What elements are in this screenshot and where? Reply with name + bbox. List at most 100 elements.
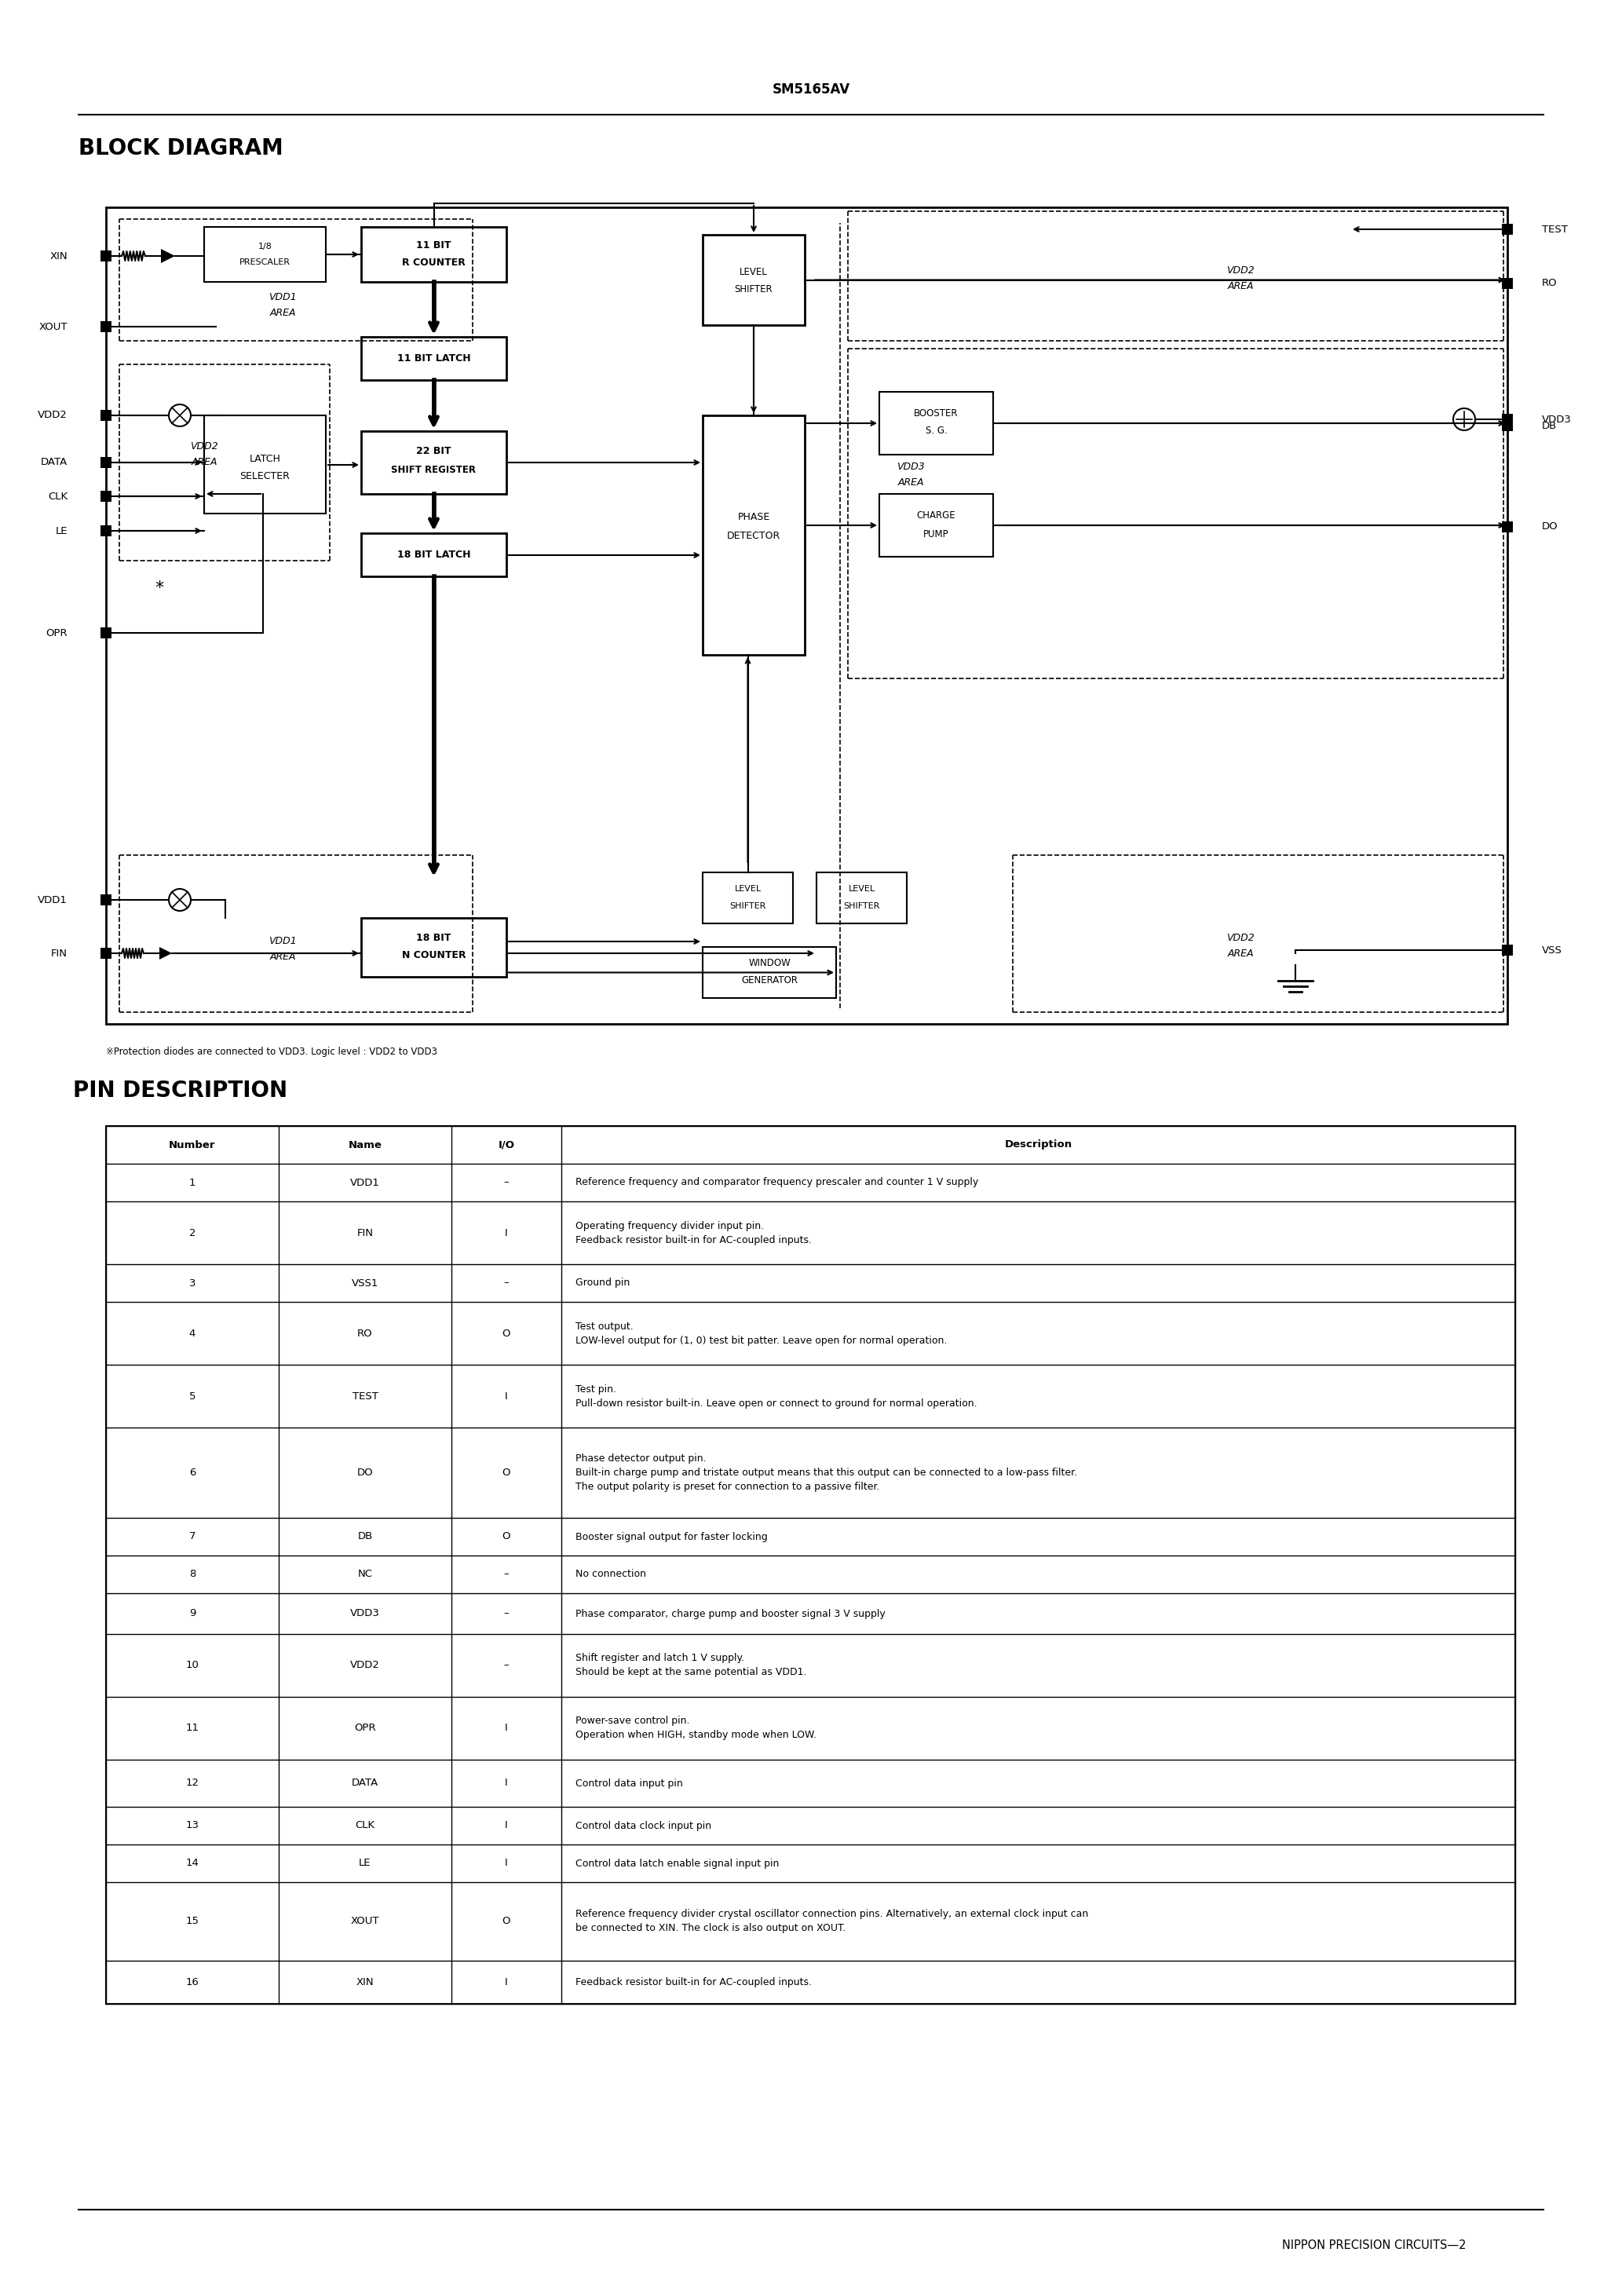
Text: –: – [504, 1568, 509, 1580]
Text: XIN: XIN [50, 250, 68, 262]
Text: SHIFT REGISTER: SHIFT REGISTER [391, 466, 477, 475]
Bar [1502, 413, 1513, 425]
Text: SHIFTER: SHIFTER [735, 285, 772, 294]
Text: SELECTER: SELECTER [240, 471, 290, 480]
Text: DO: DO [357, 1467, 373, 1479]
Text: FIN: FIN [357, 1228, 373, 1238]
Text: LEVEL: LEVEL [848, 884, 874, 893]
Text: XOUT: XOUT [350, 1917, 380, 1926]
Text: CLK: CLK [47, 491, 68, 501]
Text: AREA: AREA [269, 308, 295, 319]
Text: SHIFTER: SHIFTER [843, 902, 879, 909]
Text: 13: 13 [185, 1821, 200, 1830]
Text: VDD2: VDD2 [1226, 264, 1254, 276]
Text: VDD1: VDD1 [269, 292, 297, 303]
Text: Operation when HIGH, standby mode when LOW.: Operation when HIGH, standby mode when L… [576, 1731, 816, 1740]
Text: TEST: TEST [1543, 225, 1568, 234]
Text: GENERATOR: GENERATOR [741, 976, 798, 985]
Text: DETECTOR: DETECTOR [727, 530, 780, 540]
Text: Test pin.: Test pin. [576, 1384, 616, 1394]
Bar [1502, 223, 1513, 234]
Bar [879, 494, 993, 556]
Text: Phase detector output pin.: Phase detector output pin. [576, 1453, 706, 1463]
Text: I/O: I/O [498, 1139, 514, 1150]
Text: 10: 10 [187, 1660, 200, 1671]
Text: AREA: AREA [897, 478, 925, 487]
Text: O: O [503, 1917, 511, 1926]
Text: I: I [504, 1724, 508, 1733]
Text: Reference frequency divider crystal oscillator connection pins. Alternatively, a: Reference frequency divider crystal osci… [576, 1910, 1088, 1919]
Text: PIN DESCRIPTION: PIN DESCRIPTION [73, 1079, 287, 1102]
Text: FIN: FIN [50, 948, 68, 957]
Text: 18 BIT: 18 BIT [417, 932, 451, 944]
Bar [1502, 944, 1513, 955]
Text: VDD1: VDD1 [269, 937, 297, 946]
Text: 8: 8 [190, 1568, 196, 1580]
Text: The output polarity is preset for connection to a passive filter.: The output polarity is preset for connec… [576, 1481, 879, 1492]
Text: VDD2: VDD2 [1226, 932, 1254, 944]
Text: I: I [504, 1821, 508, 1830]
Text: AREA: AREA [191, 457, 217, 468]
Text: CLK: CLK [355, 1821, 375, 1830]
Text: Control data input pin: Control data input pin [576, 1777, 683, 1789]
Text: Built-in charge pump and tristate output means that this output can be connected: Built-in charge pump and tristate output… [576, 1467, 1077, 1479]
Text: DB: DB [1543, 420, 1557, 432]
Text: VDD2: VDD2 [37, 411, 68, 420]
Text: 11 BIT: 11 BIT [417, 239, 451, 250]
Text: AREA: AREA [1228, 948, 1254, 957]
Text: O: O [503, 1467, 511, 1479]
Text: Feedback resistor built-in for AC-coupled inputs.: Feedback resistor built-in for AC-couple… [576, 1235, 811, 1244]
Text: –: – [504, 1660, 509, 1671]
Text: XIN: XIN [357, 1977, 375, 1988]
Text: BLOCK DIAGRAM: BLOCK DIAGRAM [78, 138, 282, 158]
Bar [105, 207, 1507, 1024]
Bar [362, 533, 506, 576]
Text: OPR: OPR [354, 1724, 376, 1733]
Bar [101, 411, 112, 420]
Text: 1/8: 1/8 [258, 243, 272, 250]
Bar [101, 895, 112, 905]
Bar [816, 872, 907, 923]
Bar [702, 416, 805, 654]
Text: No connection: No connection [576, 1568, 646, 1580]
Polygon shape [159, 946, 172, 960]
Text: DB: DB [357, 1531, 373, 1543]
Text: DO: DO [1543, 521, 1559, 533]
Text: –: – [504, 1609, 509, 1619]
Text: VDD2: VDD2 [350, 1660, 380, 1671]
Text: AREA: AREA [269, 953, 295, 962]
Text: RO: RO [1543, 278, 1557, 289]
Text: I: I [504, 1228, 508, 1238]
Bar [1502, 521, 1513, 533]
Text: I: I [504, 1391, 508, 1401]
Bar [101, 526, 112, 537]
Text: –: – [504, 1178, 509, 1187]
Text: N COUNTER: N COUNTER [402, 951, 466, 960]
Text: 9: 9 [190, 1609, 196, 1619]
Text: SM5165AV: SM5165AV [772, 83, 850, 96]
Text: Ground pin: Ground pin [576, 1279, 629, 1288]
Bar [101, 457, 112, 468]
Text: Control data clock input pin: Control data clock input pin [576, 1821, 712, 1830]
Text: PRESCALER: PRESCALER [240, 259, 290, 266]
Bar [101, 321, 112, 333]
Text: AREA: AREA [1228, 280, 1254, 292]
Text: 7: 7 [190, 1531, 196, 1543]
Text: DATA: DATA [352, 1777, 378, 1789]
Text: Reference frequency and comparator frequency prescaler and counter 1 V supply: Reference frequency and comparator frequ… [576, 1178, 978, 1187]
Text: O: O [503, 1327, 511, 1339]
Text: 22 BIT: 22 BIT [417, 445, 451, 457]
Text: 3: 3 [190, 1279, 196, 1288]
Text: Number: Number [169, 1139, 216, 1150]
Text: 16: 16 [187, 1977, 200, 1988]
Text: I: I [504, 1977, 508, 1988]
Bar [362, 227, 506, 282]
Bar [1502, 420, 1513, 432]
Bar [1502, 278, 1513, 289]
Text: –: – [504, 1279, 509, 1288]
Text: 1: 1 [190, 1178, 196, 1187]
Text: 5: 5 [190, 1391, 196, 1401]
Text: VDD2: VDD2 [190, 441, 217, 452]
Text: VSS: VSS [1543, 946, 1562, 955]
Text: BOOSTER: BOOSTER [915, 409, 959, 418]
